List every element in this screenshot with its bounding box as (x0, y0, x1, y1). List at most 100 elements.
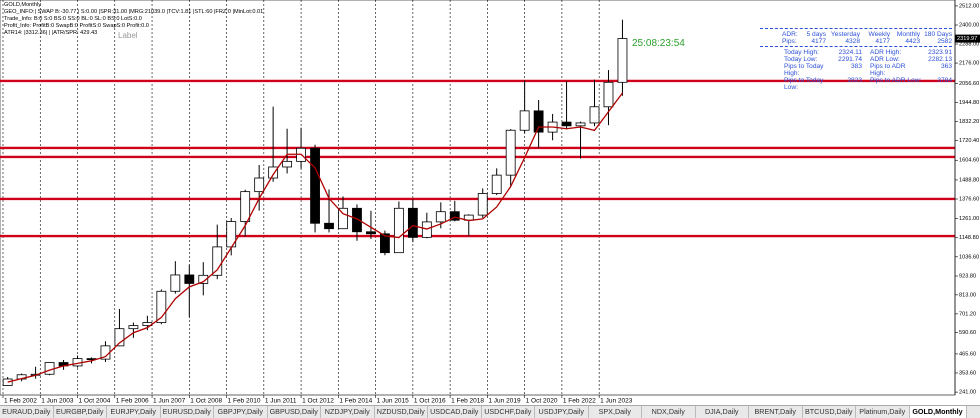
y-tick-label: 2056.60 (959, 81, 979, 87)
adr-header-cell: ADR: (782, 31, 798, 38)
symbol-tab[interactable]: GBPJPY,Daily (214, 406, 268, 418)
candle-body (393, 207, 404, 254)
info-line: ATR14: |3312.36| | |ATR/SPR: 429.43 (4, 30, 98, 36)
adr-cell: Today Low: (784, 56, 818, 63)
y-tick-label: 1261.00 (959, 216, 979, 222)
last-price-box (955, 34, 980, 43)
y-tick-label: 1944.80 (959, 100, 979, 106)
symbol-tab[interactable]: Platinum,Daily (856, 406, 910, 418)
x-tick-label: 1 Oct 2012 (302, 398, 334, 405)
x-tick-label: 1 Feb 2014 (339, 398, 372, 405)
candle-body (338, 207, 348, 230)
y-tick-label: 590.60 (959, 330, 976, 336)
symbol-tab[interactable]: DJIA,Daily (696, 406, 749, 418)
candle-body (2, 378, 13, 386)
candle-body (380, 233, 390, 254)
adr-cell: Pips to ADR Low: (870, 77, 922, 84)
symbol-tab[interactable]: BTCUSD,Daily (803, 406, 856, 418)
candle-body (561, 121, 572, 127)
adr-cell: Today High: (784, 49, 819, 56)
adr-cell: 2323.91 (928, 49, 952, 56)
adr-pips: Pips: 4177 4328 4177 4423 2582 (760, 38, 952, 45)
x-tick-label: 1 Jun 2019 (488, 398, 521, 405)
axes: 1 Feb 2002 1 Jun 2003 1 Oct 2004 1 Feb 2006… (2, 0, 980, 405)
y-tick-label: 1036.60 (959, 254, 979, 260)
separator (760, 28, 952, 29)
label: Label (118, 31, 138, 40)
x-tick-label: 1 Oct 2004 (79, 398, 111, 405)
candle-body (114, 328, 125, 347)
candle-body (449, 211, 460, 221)
y-tick-label: 2176.00 (959, 61, 979, 67)
y-tick-label: 1604.60 (959, 158, 979, 164)
plot-frame (0, 0, 956, 396)
symbol-tab[interactable]: USDCHF,Daily (482, 406, 535, 418)
candle-body (617, 38, 628, 83)
adr-pips-cell: 4423 (905, 38, 920, 45)
adr-header-cell: Weekly (868, 31, 891, 38)
symbol-tab[interactable]: USDJPY,Daily (535, 406, 589, 418)
symbol-tab[interactable]: GOLD,Monthly (909, 406, 967, 418)
adr-header-cell: Yesterday (830, 31, 860, 38)
candle-body (240, 191, 251, 222)
adr-pips-cell: 4177 (811, 38, 826, 45)
x-tick-label: 1 Jun 2015 (377, 398, 410, 405)
adr-pips-cell: 4177 (875, 38, 890, 45)
adr-cell: 383 (850, 63, 862, 70)
x-tick-label: 1 Feb 2006 (116, 398, 149, 405)
symbol-tab[interactable]: USDCAD,Daily (428, 406, 482, 418)
adr-pips-cell: Pips: (782, 38, 797, 45)
candle-body (156, 290, 167, 323)
candle-body (407, 207, 418, 238)
candle-body (477, 193, 488, 216)
y-tick-label: 1720.40 (959, 138, 979, 144)
symbol-tab[interactable]: EURUSD,Daily (161, 406, 214, 418)
grid (2, 0, 600, 395)
x-tick-label: 1 Oct 2020 (526, 398, 558, 405)
candle-body (198, 274, 209, 284)
candle-body (352, 207, 362, 233)
symbol-tab[interactable]: EURAUD,Daily (0, 406, 54, 418)
candle-body (128, 325, 139, 330)
adr-row: Today Low: 2291.74 ADR Low: 2282.13 (760, 56, 952, 63)
adr-cell: ADR Low: (870, 56, 900, 63)
y-tick-label: 465.60 (959, 351, 976, 357)
adr-pips-cell: 4328 (845, 38, 860, 45)
symbol-tab[interactable]: GBPUSD,Daily (268, 406, 321, 418)
symbol-tab[interactable]: NDX,Daily (642, 406, 696, 418)
info-block: GOLD,Monthly GEO_INFO:| SWAP B:-30.77 | … (4, 2, 263, 37)
adr-row: Pips to Today High: 383 Pips to ADR High: 3… (760, 63, 952, 77)
adr-cell: 2324.11 (838, 49, 862, 56)
adr-rows: Today High: 2324.11 ADR High: 2323.91 Today … (760, 49, 952, 91)
symbol-tab[interactable]: NZDUSD,Daily (375, 406, 428, 418)
info-line: GEO_INFO:| SWAP B:-30.77 | S:0.00 |SPR:3… (4, 9, 264, 15)
y-tick-label: 1376.60 (959, 196, 979, 202)
adr-cell: Pips to Today High: (784, 63, 824, 77)
x-tick-label: 1 Feb 2022 (563, 398, 596, 405)
tab-bar: EURAUD,Daily EURGBP,Daily EURJPY,Daily EURU… (0, 405, 980, 418)
last-price-label: 2319.97 (957, 36, 977, 42)
symbol-tab[interactable]: EURJPY,Daily (107, 406, 161, 418)
candle-body (310, 147, 320, 224)
y-tick-label: 353.60 (959, 370, 976, 376)
x-tick-label: 1 Oct 2008 (190, 398, 222, 405)
candle-body (184, 274, 195, 284)
x-tick-label: 1 Feb 2002 (4, 398, 37, 405)
symbol-tab[interactable]: BRENT,Daily (749, 406, 803, 418)
candle-body (575, 122, 586, 127)
symbol-tab[interactable]: SPX,Daily (589, 406, 642, 418)
y-tick-label: 813.00 (959, 292, 976, 298)
adr-cell: Pips to Today Low: (784, 77, 824, 91)
symbol-tab[interactable]: NZDJPY,Daily (321, 406, 375, 418)
candle-body (589, 106, 600, 124)
adr-cell: 363 (940, 63, 952, 70)
candle-body (282, 160, 293, 168)
adr-pips-cell: 2582 (937, 38, 952, 45)
x-tick-label: 1 Jun 2007 (153, 398, 186, 405)
x-tick-label: 1 Jun 2023 (600, 398, 633, 405)
adr-cell: 2823 (847, 77, 862, 84)
candles (2, 19, 628, 386)
candle-body (254, 177, 265, 193)
symbol-tab[interactable]: EURGBP,Daily (54, 406, 107, 418)
x-tick-label: 1 Jun 2003 (41, 398, 74, 405)
